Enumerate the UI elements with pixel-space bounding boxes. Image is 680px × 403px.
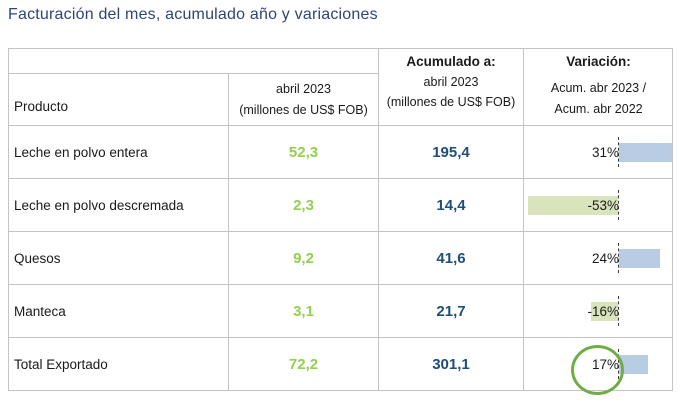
month-value-cell: 72,2 — [228, 338, 378, 390]
variation-cell: 31% — [523, 126, 673, 178]
variation-bar — [619, 249, 660, 268]
column-header-month: abril 2023 (millones de US$ FOB) — [228, 74, 378, 125]
table-header: Producto abril 2023 (millones de US$ FOB… — [9, 49, 672, 125]
table-row: Leche en polvo entera 52,3 195,4 31% — [9, 125, 672, 178]
column-header-accumulated: Acumulado a: abril 2023 (millones de US$… — [378, 49, 523, 125]
variation-axis — [618, 137, 619, 167]
variation-header-line2: Acum. abr 2022 — [554, 101, 643, 116]
header-empty-cell — [9, 49, 378, 74]
accumulated-value-cell: 301,1 — [378, 338, 523, 390]
variation-cell: 24% — [523, 232, 673, 284]
variation-value: 31% — [591, 145, 619, 160]
table-row: Manteca 3,1 21,7 -16% — [9, 284, 672, 337]
table-row: Leche en polvo descremada 2,3 14,4 -53% — [9, 178, 672, 231]
variation-header-title: Variación: — [566, 54, 631, 69]
highlight-circle — [571, 345, 624, 395]
variation-header-line1: Acum. abr 2023 / — [550, 81, 647, 96]
month-header-line2: (millones de US$ FOB) — [239, 102, 368, 117]
accumulated-value-cell: 21,7 — [378, 285, 523, 337]
month-value-cell: 52,3 — [228, 126, 378, 178]
accum-header-line2: (millones de US$ FOB) — [386, 95, 516, 110]
month-header-line1: abril 2023 — [276, 81, 331, 96]
variation-bar — [619, 143, 672, 162]
accumulated-value-cell: 195,4 — [378, 126, 523, 178]
accumulated-value-cell: 41,6 — [378, 232, 523, 284]
product-cell: Leche en polvo entera — [14, 144, 148, 160]
month-value-cell: 9,2 — [228, 232, 378, 284]
accum-header-line1: abril 2023 — [423, 75, 479, 90]
accum-header-title: Acumulado a: — [406, 54, 496, 69]
product-cell: Manteca — [14, 303, 66, 319]
month-value-cell: 2,3 — [228, 179, 378, 231]
accumulated-value-cell: 14,4 — [378, 179, 523, 231]
variation-value: -16% — [587, 304, 619, 319]
variation-cell: -16% — [523, 285, 673, 337]
product-cell: Leche en polvo descremada — [14, 197, 184, 213]
variation-value: 24% — [591, 251, 619, 266]
variation-bar — [528, 196, 618, 215]
variation-bar — [591, 302, 618, 321]
product-cell: Quesos — [14, 250, 61, 266]
variation-axis — [618, 243, 619, 273]
month-value-cell: 3,1 — [228, 285, 378, 337]
table-row-total: Total Exportado 72,2 301,1 17% — [9, 337, 673, 395]
variation-bar — [619, 355, 648, 374]
data-table: Producto abril 2023 (millones de US$ FOB… — [8, 48, 673, 395]
page-title: Facturación del mes, acumulado año y var… — [8, 6, 378, 23]
variation-axis — [618, 190, 619, 220]
column-header-producto: Producto — [14, 99, 69, 114]
variation-cell: -53% — [523, 179, 673, 231]
product-cell: Total Exportado — [14, 356, 108, 372]
column-header-variation: Variación: Acum. abr 2023 / Acum. abr 20… — [523, 49, 673, 125]
variation-cell: 17% — [523, 338, 673, 395]
variation-axis — [618, 296, 619, 326]
variation-value: -53% — [587, 198, 619, 213]
table-row: Quesos 9,2 41,6 24% — [9, 231, 672, 284]
